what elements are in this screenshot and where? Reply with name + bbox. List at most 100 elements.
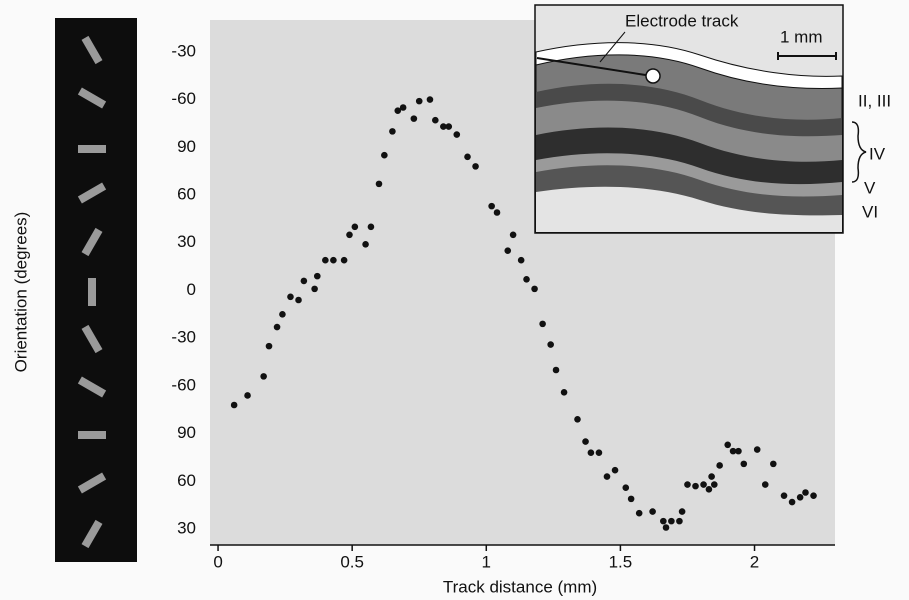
y-tick-label: -60	[171, 89, 196, 108]
data-point	[662, 524, 670, 531]
data-point	[622, 484, 630, 492]
y-tick-label: 0	[187, 280, 196, 299]
data-point	[788, 498, 796, 506]
data-point	[273, 323, 281, 331]
data-point	[603, 473, 611, 480]
data-point	[595, 449, 603, 457]
data-point	[692, 482, 699, 490]
data-point	[635, 509, 643, 517]
key-bar	[77, 376, 107, 398]
data-point	[265, 342, 273, 350]
x-tick-label: 0.5	[340, 552, 364, 571]
data-point	[802, 489, 809, 496]
y-tick-label: -30	[171, 41, 196, 60]
inset: Electrode track 1 mm II, III IV V VI	[534, 4, 891, 234]
data-point	[445, 123, 453, 130]
y-axis-label: Orientation (degrees)	[11, 212, 30, 373]
data-point	[753, 446, 761, 453]
data-point	[295, 296, 302, 304]
x-tick-label: 1	[482, 552, 491, 571]
x-tick-label: 0	[213, 552, 222, 571]
data-point	[705, 486, 713, 493]
key-bar	[88, 278, 96, 306]
data-point	[539, 320, 546, 328]
data-point	[729, 447, 737, 455]
inset-label: Electrode track	[625, 11, 739, 30]
data-point	[340, 256, 348, 264]
key-bars	[77, 35, 107, 549]
data-point	[504, 247, 512, 254]
y-tick-label: 60	[177, 471, 196, 490]
data-point	[472, 163, 479, 170]
data-point	[415, 97, 423, 105]
data-point	[761, 481, 769, 488]
data-point	[660, 517, 667, 525]
layer-brace	[851, 121, 867, 183]
data-point	[796, 493, 804, 501]
data-point	[440, 123, 447, 130]
data-point	[668, 517, 675, 525]
data-point	[676, 517, 683, 525]
y-tick-label: 60	[177, 184, 196, 203]
data-point	[517, 256, 525, 264]
key-bar	[78, 431, 106, 439]
data-point	[362, 241, 369, 248]
key-bar	[78, 145, 106, 153]
data-point	[493, 209, 501, 216]
white-matter	[536, 186, 842, 232]
electrode-tip	[645, 68, 661, 84]
y-tick-label: 90	[177, 137, 196, 156]
key-bar	[77, 472, 107, 494]
data-point	[780, 492, 788, 499]
data-point	[346, 231, 353, 239]
y-tick-label: 30	[177, 232, 196, 251]
inset-label: II, III	[858, 91, 891, 110]
data-point	[587, 449, 595, 457]
data-point	[684, 481, 691, 488]
y-tick-label: -30	[171, 328, 196, 347]
data-point	[313, 272, 321, 280]
data-point	[582, 438, 589, 445]
data-point	[810, 492, 817, 499]
data-point	[375, 180, 383, 188]
data-point	[716, 462, 723, 469]
key-bar	[77, 87, 107, 109]
data-point	[627, 495, 635, 503]
data-point	[552, 366, 560, 374]
key-bar	[81, 519, 103, 549]
data-point	[389, 128, 396, 135]
inset-label: IV	[869, 144, 886, 163]
data-point	[394, 107, 402, 114]
data-point	[453, 131, 461, 138]
data-point	[300, 277, 308, 285]
data-point	[322, 256, 329, 264]
orientation-key	[55, 18, 137, 562]
inset-label: VI	[862, 202, 878, 221]
data-point	[410, 115, 418, 122]
data-point	[710, 481, 718, 488]
data-point	[426, 96, 434, 103]
data-point	[560, 388, 568, 396]
data-point	[464, 153, 471, 161]
key-bar	[81, 227, 103, 257]
data-point	[311, 285, 318, 293]
y-tick-label: -60	[171, 375, 196, 394]
data-point	[649, 508, 656, 515]
data-point	[367, 223, 375, 231]
data-point	[678, 508, 686, 515]
data-point	[509, 231, 517, 239]
data-point	[724, 441, 732, 449]
x-tick-label: 1.5	[609, 552, 633, 571]
data-point	[381, 151, 388, 159]
inset-label: 1 mm	[780, 27, 823, 46]
scale-bar	[777, 52, 837, 60]
data-point	[700, 481, 707, 488]
key-bar	[77, 182, 107, 204]
data-point	[244, 392, 251, 399]
data-point	[523, 276, 530, 283]
data-point	[351, 223, 359, 231]
x-tick-label: 2	[750, 552, 759, 571]
y-tick-label: 30	[177, 519, 196, 538]
y-tick-label: 90	[177, 423, 196, 442]
data-point	[488, 202, 495, 210]
